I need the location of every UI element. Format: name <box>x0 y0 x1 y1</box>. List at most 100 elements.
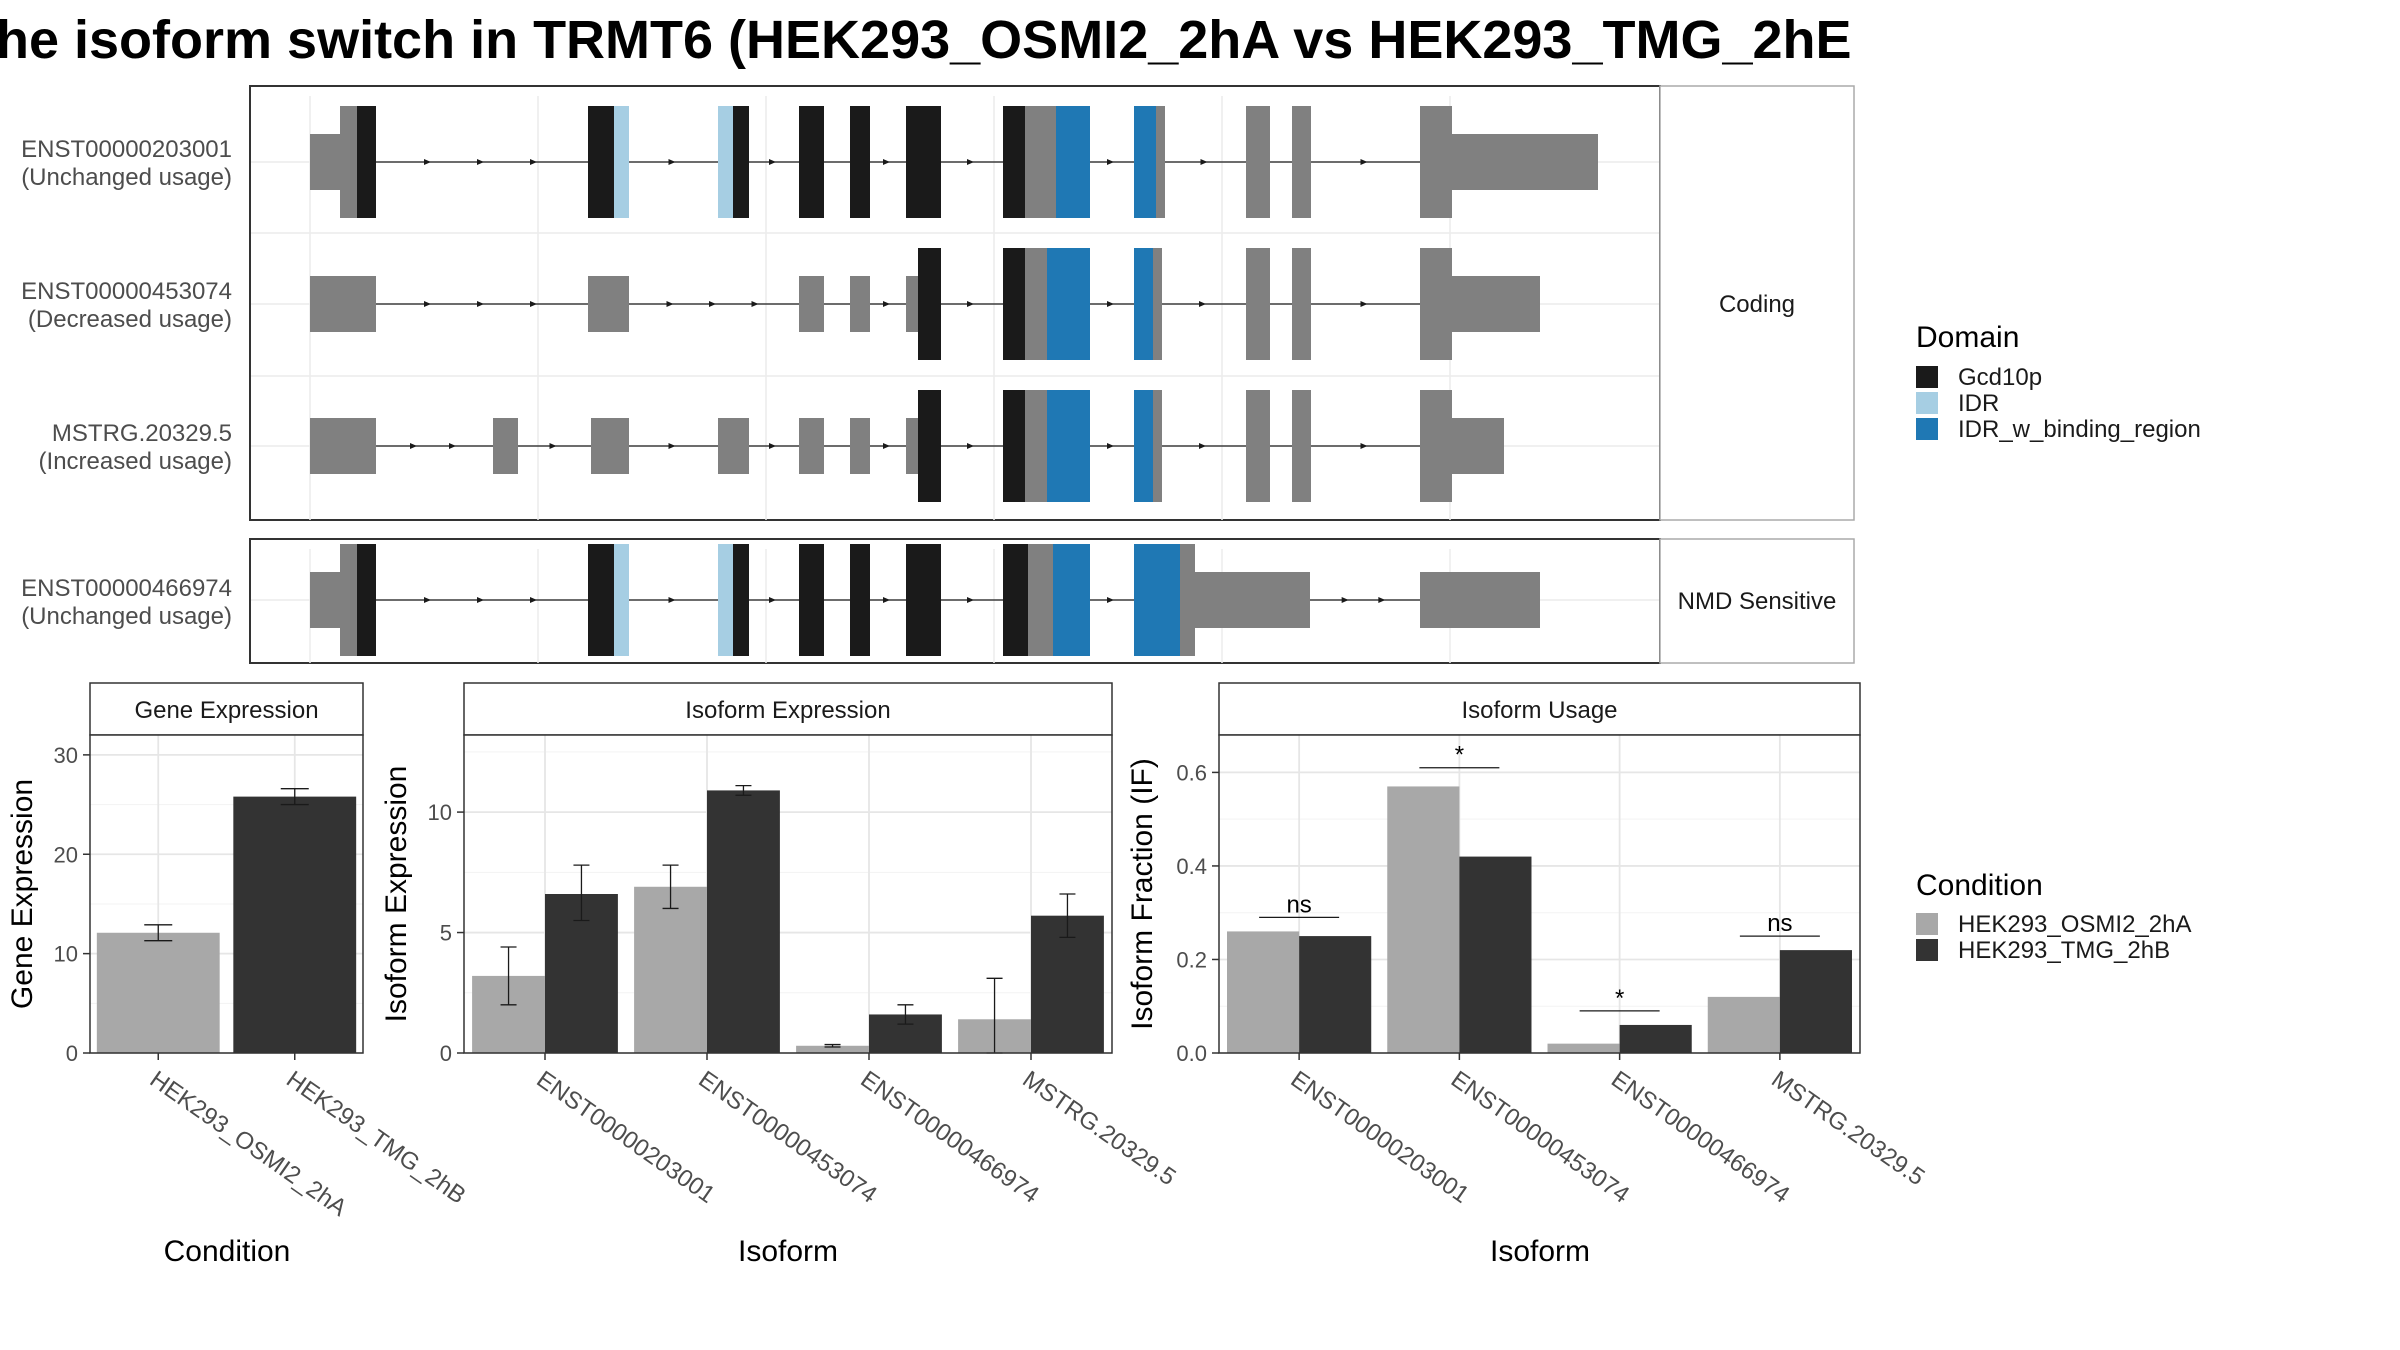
bar <box>1459 856 1532 1053</box>
exon-domain-idr_binding <box>1047 390 1090 502</box>
exon-domain-gcd10p <box>733 544 749 656</box>
exon-domain-idr <box>614 106 629 218</box>
exon-utr <box>1292 106 1311 218</box>
intron-arrow <box>424 597 431 603</box>
x-tick-label: ENST00000203001 <box>532 1066 720 1209</box>
x-axis-label: Condition <box>164 1235 291 1268</box>
significance-label: ns <box>1286 891 1311 918</box>
exon-domain-gcd10p <box>1003 544 1028 656</box>
exon-domain-gcd10p <box>1003 248 1025 360</box>
exon-utr <box>1180 544 1195 656</box>
bar-charts: Gene Expression0102030HEK293_OSMI2_2hAHE… <box>6 682 1929 1268</box>
intron-arrow <box>1360 443 1368 449</box>
intron-arrow <box>1107 159 1114 165</box>
chart-title: Gene Expression <box>134 697 318 724</box>
y-tick-label: 10 <box>428 800 452 825</box>
exon-utr <box>799 276 824 332</box>
intron-arrow <box>668 597 676 603</box>
nmd-strip <box>1659 538 1855 664</box>
exon-domain-gcd10p <box>918 248 941 360</box>
bar <box>796 1045 869 1053</box>
exon-domain-gcd10p <box>1003 106 1025 218</box>
transcript-track-4 <box>310 544 1540 656</box>
intron-arrow <box>477 159 484 165</box>
intron-arrow <box>1107 443 1114 449</box>
exon-utr <box>1292 248 1311 360</box>
exon-utr <box>310 418 376 474</box>
plot-frame <box>1218 734 1861 1054</box>
intron-arrow <box>530 597 537 603</box>
bar <box>634 886 707 1053</box>
intron-arrow <box>1199 301 1206 307</box>
exon-domain-gcd10p <box>799 544 824 656</box>
y-tick-label: 0 <box>440 1041 452 1066</box>
y-axis-label: Gene Expression <box>6 779 39 1009</box>
track-label-2-usage: (Decreased usage) <box>28 306 232 333</box>
exon-utr <box>1420 248 1452 360</box>
exon-utr <box>1156 106 1165 218</box>
exon-utr <box>1028 544 1053 656</box>
condition-legend: Condition HEK293_OSMI2_2hA HEK293_TMG_2h… <box>1916 869 2191 964</box>
y-tick-label: 0.6 <box>1176 760 1207 785</box>
exon-utr <box>850 276 870 332</box>
intron-arrow <box>668 159 676 165</box>
exon-utr <box>1025 390 1047 502</box>
exon-utr <box>591 418 629 474</box>
exon-utr <box>340 544 357 656</box>
legend-swatch-idr <box>1916 392 1938 414</box>
plot-frame <box>463 734 1113 1054</box>
exon-domain-idr <box>718 106 733 218</box>
bar <box>1779 950 1852 1053</box>
intron-arrow <box>967 443 974 449</box>
exon-utr <box>1292 390 1311 502</box>
intron-arrow <box>1360 159 1368 165</box>
intron-arrow <box>1107 597 1114 603</box>
exon-utr <box>588 276 629 332</box>
intron-arrow <box>883 597 890 603</box>
exon-utr <box>1153 390 1162 502</box>
intron-arrow <box>530 301 537 307</box>
exon-utr <box>1246 390 1270 502</box>
track-label-3-usage: (Increased usage) <box>39 448 232 475</box>
intron-arrow <box>769 443 776 449</box>
track-label-4-usage: (Unchanged usage) <box>21 603 232 630</box>
exon-utr <box>340 106 357 218</box>
intron-arrow <box>709 301 716 307</box>
exon-utr <box>1195 572 1310 628</box>
exon-utr <box>1025 106 1056 218</box>
intron-arrow <box>1378 597 1386 603</box>
exon-domain-gcd10p <box>918 390 941 502</box>
track-label-3-id: MSTRG.20329.5 <box>52 420 232 447</box>
exon-domain-gcd10p <box>850 106 870 218</box>
exon-domain-gcd10p <box>850 544 870 656</box>
exon-domain-gcd10p <box>1003 390 1025 502</box>
intron-arrow <box>883 301 890 307</box>
bar <box>96 932 220 1053</box>
exon-utr <box>1246 106 1270 218</box>
exon-utr <box>1452 418 1504 474</box>
y-tick-label: 0.2 <box>1176 947 1207 972</box>
x-tick-label: ENST00000466974 <box>856 1066 1044 1209</box>
intron-arrow <box>477 597 484 603</box>
exon-utr <box>1452 276 1540 332</box>
intron-arrow <box>967 159 974 165</box>
exon-utr <box>1246 248 1270 360</box>
exon-domain-gcd10p <box>906 544 941 656</box>
intron-arrow <box>424 301 431 307</box>
track-label-1-usage: (Unchanged usage) <box>21 164 232 191</box>
exon-utr <box>906 276 918 332</box>
legend-swatch-cond-b <box>1916 939 1938 961</box>
legend-label-cond-a: HEK293_OSMI2_2hA <box>1958 911 2191 938</box>
exon-utr <box>310 572 340 628</box>
transcript-track-2 <box>310 248 1540 360</box>
exon-utr <box>799 418 824 474</box>
y-tick-label: 0 <box>66 1041 78 1066</box>
exon-domain-idr_binding <box>1134 248 1153 360</box>
exon-utr <box>1420 572 1540 628</box>
exon-domain-idr <box>614 544 629 656</box>
legend-swatch-cond-a <box>1916 913 1938 935</box>
bar <box>1707 996 1780 1053</box>
x-axis-label: Isoform <box>1490 1235 1590 1268</box>
intron-arrow <box>1341 597 1349 603</box>
intron-arrow <box>751 301 759 307</box>
